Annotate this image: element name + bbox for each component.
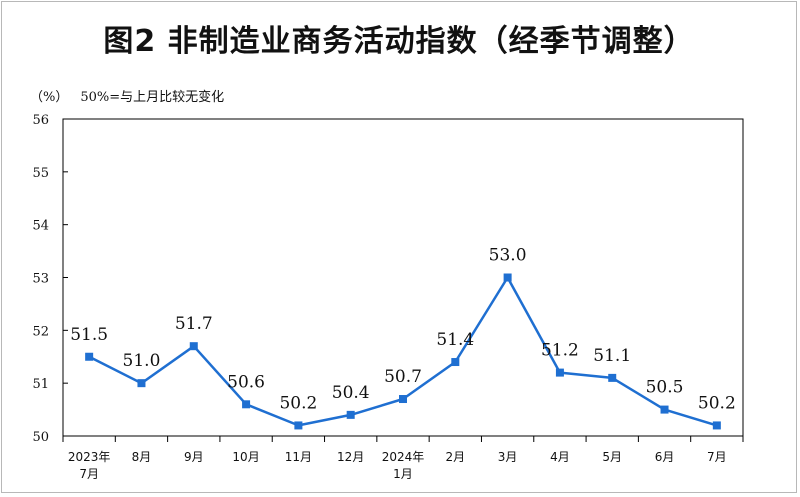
y-tick-label: 52 <box>32 324 49 339</box>
data-label: 50.2 <box>698 393 736 413</box>
chart-title: 图2 非制造业商务活动指数（经季节调整） <box>103 24 695 59</box>
data-label: 50.7 <box>384 367 422 387</box>
x-tick-label: 11月 <box>285 450 312 464</box>
y-tick-label: 54 <box>32 219 49 234</box>
data-label: 51.5 <box>70 325 108 345</box>
data-point <box>346 410 355 419</box>
data-label: 53.0 <box>489 246 527 266</box>
x-tick-label: 2月 <box>445 450 465 464</box>
data-point <box>608 373 617 382</box>
data-label: 51.7 <box>175 314 213 334</box>
y-tick-label: 53 <box>32 272 49 287</box>
data-label: 50.4 <box>332 383 370 403</box>
x-tick-label: 1月 <box>393 467 413 481</box>
data-point <box>294 421 303 430</box>
data-label: 50.2 <box>279 393 317 413</box>
data-point <box>503 273 512 282</box>
x-tick-label: 2023年 <box>68 450 111 464</box>
x-tick-label: 9月 <box>184 450 204 464</box>
data-label: 50.6 <box>227 372 265 392</box>
y-tick-label: 51 <box>32 377 49 392</box>
data-label: 51.4 <box>436 330 474 350</box>
x-tick-label: 7月 <box>79 467 99 481</box>
data-point <box>555 368 564 377</box>
x-tick-label: 3月 <box>498 450 518 464</box>
x-tick-label: 12月 <box>337 450 364 464</box>
data-point <box>242 400 251 409</box>
data-point <box>451 358 460 367</box>
data-label: 50.5 <box>646 378 684 398</box>
data-label: 51.1 <box>593 346 631 366</box>
x-tick-label: 5月 <box>602 450 622 464</box>
data-point <box>660 405 669 414</box>
unit-label: （%） <box>30 90 69 105</box>
data-point <box>85 352 94 361</box>
x-tick-label: 2024年 <box>382 450 425 464</box>
data-label: 51.2 <box>541 341 579 361</box>
x-tick-label: 6月 <box>655 450 675 464</box>
y-tick-label: 50 <box>32 430 49 445</box>
data-label: 51.0 <box>123 351 161 371</box>
x-tick-label: 8月 <box>132 450 152 464</box>
data-point <box>137 379 146 388</box>
data-point <box>712 421 721 430</box>
data-point <box>399 395 407 404</box>
x-tick-label: 10月 <box>232 450 259 464</box>
chart-note: （%） 50%=与上月比较无变化 <box>30 86 224 105</box>
data-point <box>189 342 198 351</box>
baseline-note: 50%=与上月比较无变化 <box>80 90 225 105</box>
plot-area <box>62 118 744 437</box>
x-tick-label: 4月 <box>550 450 570 464</box>
x-tick-label: 7月 <box>707 450 727 464</box>
y-tick-label: 55 <box>32 166 49 181</box>
y-tick-label: 56 <box>32 113 49 128</box>
